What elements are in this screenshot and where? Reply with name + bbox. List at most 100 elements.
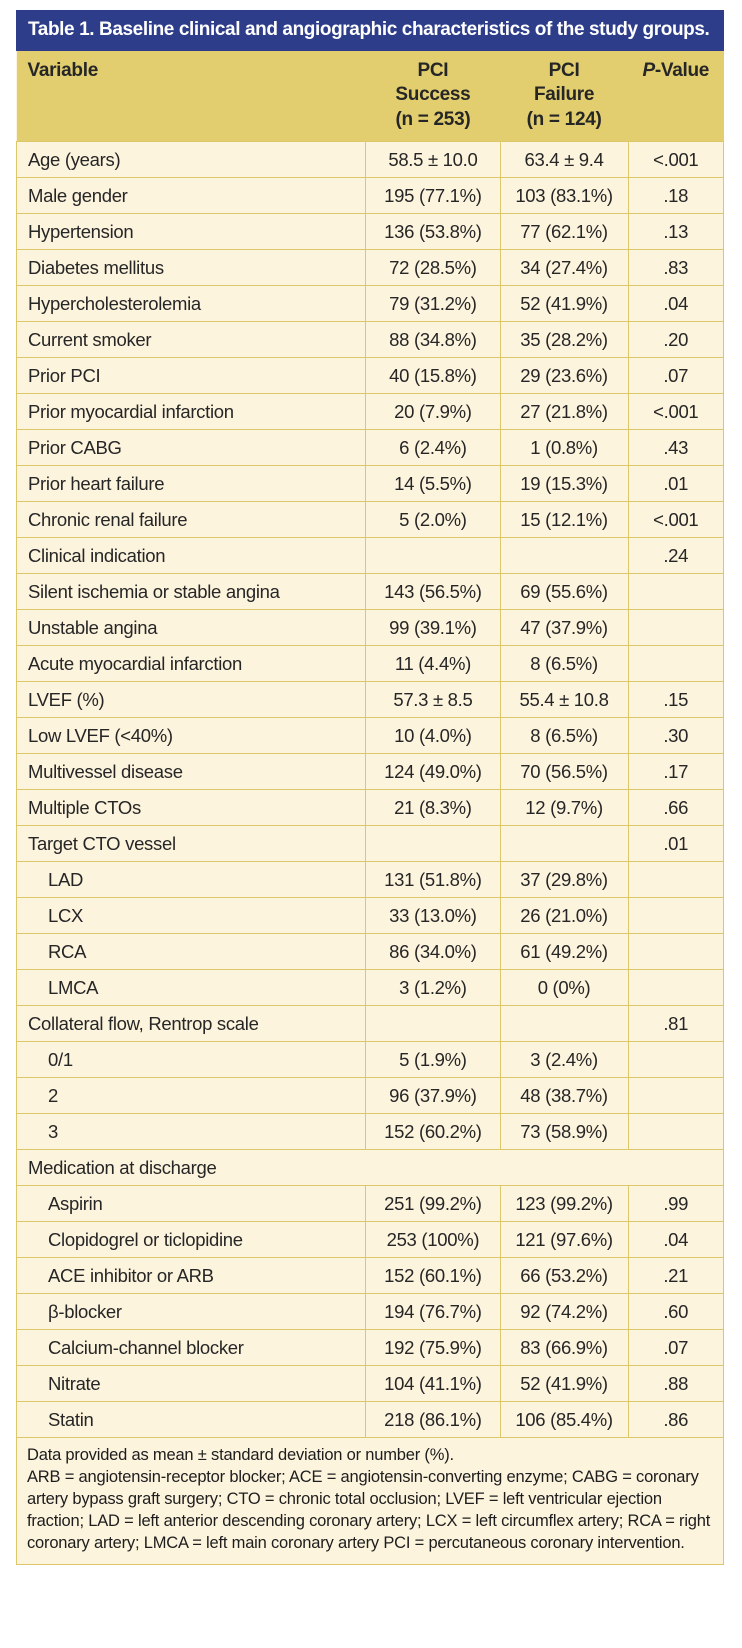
row-label-cell: LMCA (15, 969, 367, 1007)
table-row: Calcium-channel blocker 192 (75.9%) 83 (66… (15, 1329, 725, 1367)
table-row: LMCA 3 (1.2%) 0 (0%) (15, 969, 725, 1007)
table-row: Male gender 195 (77.1%) 103 (83.1%) .18 (15, 177, 725, 215)
table-row: ACE inhibitor or ARB 152 (60.1%) 66 (53.2%… (15, 1257, 725, 1295)
pci-failure-value-cell: 15 (12.1%) (499, 501, 629, 539)
pci-failure-value-cell: 26 (21.0%) (499, 897, 629, 935)
pci-failure-value-cell: 106 (85.4%) (499, 1401, 629, 1439)
column-header-variable: Variable (16, 51, 366, 142)
p-value-cell (627, 1041, 725, 1079)
table-row: Hypercholesterolemia 79 (31.2%) 52 (41.9%)… (15, 285, 725, 323)
table-row: Acute myocardial infarction 11 (4.4%) 8 (6… (15, 645, 725, 683)
pci-failure-value-cell: 34 (27.4%) (499, 249, 629, 287)
table-row: Medication at discharge (16, 1149, 724, 1187)
row-label-cell: Chronic renal failure (15, 501, 367, 539)
section-header-cell: Medication at discharge (16, 1149, 724, 1187)
pci-success-value-cell: 152 (60.2%) (365, 1113, 501, 1151)
column-header-pci-failure: PCI Failure (n = 124) (500, 51, 629, 142)
row-label-cell: Calcium-channel blocker (15, 1329, 367, 1367)
p-value-cell: .20 (627, 321, 725, 359)
pci-success-value-cell: 20 (7.9%) (365, 393, 501, 431)
footnote-line: Data provided as mean ± standard deviati… (27, 1446, 454, 1465)
table-row: Hypertension 136 (53.8%) 77 (62.1%) .13 (15, 213, 725, 251)
pci-failure-value-cell: 92 (74.2%) (499, 1293, 629, 1331)
table-row: β-blocker 194 (76.7%) 92 (74.2%) .60 (15, 1293, 725, 1331)
table-row: Clopidogrel or ticlopidine 253 (100%) 121 … (15, 1221, 725, 1259)
pci-success-value-cell: 251 (99.2%) (365, 1185, 501, 1223)
footnote-line: ARB = angiotensin-receptor blocker; ACE … (27, 1467, 711, 1552)
pci-success-value-cell: 88 (34.8%) (365, 321, 501, 359)
pci-success-value-cell: 253 (100%) (365, 1221, 501, 1259)
header-row: Variable PCI Success (n = 253) PCI Failu… (16, 51, 724, 142)
table-row: Silent ischemia or stable angina 143 (56.… (15, 573, 725, 611)
row-label-cell: Multivessel disease (15, 753, 367, 791)
header-line: PCI (417, 60, 449, 82)
table-row: Age (years) 58.5 ± 10.0 63.4 ± 9.4 <.001 (15, 141, 725, 179)
p-value-cell (627, 645, 725, 683)
pci-success-value-cell: 152 (60.1%) (365, 1257, 501, 1295)
p-value-cell (627, 1077, 725, 1115)
p-value-rest: -Value (654, 60, 710, 82)
pci-failure-value-cell: 12 (9.7%) (499, 789, 629, 827)
table-row: Collateral flow, Rentrop scale .81 (15, 1005, 725, 1043)
table-row: Diabetes mellitus 72 (28.5%) 34 (27.4%) .83 (15, 249, 725, 287)
p-value-cell: .18 (627, 177, 725, 215)
row-label-cell: Prior heart failure (15, 465, 367, 503)
pci-success-value-cell: 104 (41.1%) (365, 1365, 501, 1403)
table-row: Unstable angina 99 (39.1%) 47 (37.9%) (15, 609, 725, 647)
pci-failure-value-cell (499, 537, 629, 575)
row-label-cell: Age (years) (15, 141, 367, 179)
row-label-cell: Prior PCI (15, 357, 367, 395)
pci-success-value-cell: 10 (4.0%) (365, 717, 501, 755)
pci-failure-value-cell: 103 (83.1%) (499, 177, 629, 215)
pci-failure-value-cell: 8 (6.5%) (499, 645, 629, 683)
table-row: Nitrate 104 (41.1%) 52 (41.9%) .88 (15, 1365, 725, 1403)
pci-failure-value-cell: 1 (0.8%) (499, 429, 629, 467)
p-value-cell: .21 (627, 1257, 725, 1295)
table-row: Prior CABG 6 (2.4%) 1 (0.8%) .43 (15, 429, 725, 467)
pci-failure-value-cell: 66 (53.2%) (499, 1257, 629, 1295)
row-label-cell: Prior CABG (15, 429, 367, 467)
pci-success-value-cell: 6 (2.4%) (365, 429, 501, 467)
pci-failure-value-cell: 73 (58.9%) (499, 1113, 629, 1151)
table-row: Low LVEF (<40%) 10 (4.0%) 8 (6.5%) .30 (15, 717, 725, 755)
pci-failure-value-cell: 3 (2.4%) (499, 1041, 629, 1079)
row-label-cell: Male gender (15, 177, 367, 215)
pci-failure-value-cell: 69 (55.6%) (499, 573, 629, 611)
p-value-cell (627, 969, 725, 1007)
row-label-cell: Target CTO vessel (15, 825, 367, 863)
pci-failure-value-cell: 19 (15.3%) (499, 465, 629, 503)
p-value-cell: .01 (627, 825, 725, 863)
p-value-cell: .15 (627, 681, 725, 719)
table-row: Aspirin 251 (99.2%) 123 (99.2%) .99 (15, 1185, 725, 1223)
p-value-cell (627, 933, 725, 971)
p-value-cell (627, 861, 725, 899)
row-label-cell: LVEF (%) (15, 681, 367, 719)
pci-success-value-cell: 99 (39.1%) (365, 609, 501, 647)
row-label-cell: 3 (15, 1113, 367, 1151)
p-value-cell: .43 (627, 429, 725, 467)
table-row: Statin 218 (86.1%) 106 (85.4%) .86 (15, 1401, 725, 1439)
pci-failure-value-cell (499, 825, 629, 863)
row-label-cell: Statin (15, 1401, 367, 1439)
pci-failure-value-cell: 70 (56.5%) (499, 753, 629, 791)
pci-success-value-cell: 14 (5.5%) (365, 465, 501, 503)
header-line: (n = 253) (395, 108, 471, 130)
pci-success-value-cell: 33 (13.0%) (365, 897, 501, 935)
row-label-cell: RCA (15, 933, 367, 971)
column-header-pci-success: PCI Success (n = 253) (365, 51, 501, 142)
pci-success-value-cell: 11 (4.4%) (365, 645, 501, 683)
pci-success-value-cell: 143 (56.5%) (365, 573, 501, 611)
pci-failure-value-cell: 35 (28.2%) (499, 321, 629, 359)
p-value-cell (627, 897, 725, 935)
pci-success-value-cell: 5 (2.0%) (365, 501, 501, 539)
row-label-cell: Hypercholesterolemia (15, 285, 367, 323)
table-row: Chronic renal failure 5 (2.0%) 15 (12.1%) <… (15, 501, 725, 539)
p-value-cell: .60 (627, 1293, 725, 1331)
pci-success-value-cell: 131 (51.8%) (365, 861, 501, 899)
row-label-cell: Silent ischemia or stable angina (15, 573, 367, 611)
row-label-cell: Hypertension (15, 213, 367, 251)
pci-success-value-cell: 192 (75.9%) (365, 1329, 501, 1367)
pci-success-value-cell: 86 (34.0%) (365, 933, 501, 971)
pci-failure-value-cell: 55.4 ± 10.8 (499, 681, 629, 719)
row-label-cell: Aspirin (15, 1185, 367, 1223)
